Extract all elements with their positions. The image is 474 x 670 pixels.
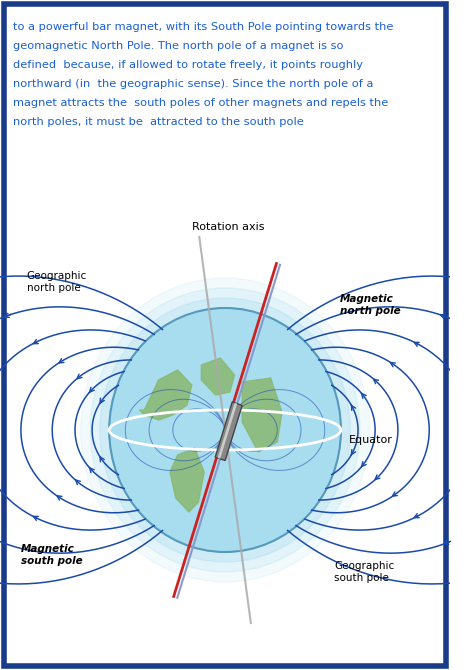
Polygon shape bbox=[218, 403, 237, 459]
Text: Magnetic
north pole: Magnetic north pole bbox=[340, 294, 401, 316]
FancyBboxPatch shape bbox=[4, 4, 447, 666]
Text: Geographic
south pole: Geographic south pole bbox=[334, 561, 394, 583]
Text: Geographic
north pole: Geographic north pole bbox=[27, 271, 87, 293]
Polygon shape bbox=[201, 358, 235, 395]
Polygon shape bbox=[215, 402, 242, 460]
Text: magnet attracts the  south poles of other magnets and repels the: magnet attracts the south poles of other… bbox=[13, 98, 389, 108]
Text: Magnetic
south pole: Magnetic south pole bbox=[21, 544, 82, 565]
Circle shape bbox=[100, 298, 350, 562]
Text: defined  because, if allowed to rotate freely, it points roughly: defined because, if allowed to rotate fr… bbox=[13, 60, 363, 70]
Text: Rotation axis: Rotation axis bbox=[191, 222, 264, 232]
Text: geomagnetic North Pole. The north pole of a magnet is so: geomagnetic North Pole. The north pole o… bbox=[13, 41, 344, 51]
Text: Equator: Equator bbox=[348, 435, 392, 445]
Polygon shape bbox=[170, 448, 204, 512]
Circle shape bbox=[90, 288, 360, 572]
Polygon shape bbox=[242, 378, 282, 452]
Text: to a powerful bar magnet, with its South Pole pointing towards the: to a powerful bar magnet, with its South… bbox=[13, 22, 394, 32]
Polygon shape bbox=[140, 370, 192, 420]
Text: north poles, it must be  attracted to the south pole: north poles, it must be attracted to the… bbox=[13, 117, 304, 127]
Circle shape bbox=[81, 278, 369, 582]
Circle shape bbox=[109, 308, 341, 552]
Text: northward (in  the geographic sense). Since the north pole of a: northward (in the geographic sense). Sin… bbox=[13, 79, 374, 89]
